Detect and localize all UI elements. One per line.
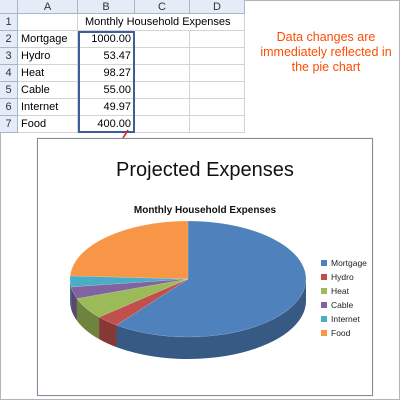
cell-b1[interactable]: Monthly Household Expenses (78, 14, 135, 31)
legend-swatch (321, 302, 327, 308)
column-header-c[interactable]: C (135, 0, 190, 14)
cell-d7[interactable] (190, 116, 245, 133)
chart-panel[interactable]: Projected Expenses Monthly Household Exp… (37, 138, 373, 396)
legend-label: Internet (331, 312, 360, 326)
cell-a3[interactable]: Hydro (18, 48, 78, 65)
legend-label: Hydro (331, 270, 354, 284)
row-header-2[interactable]: 2 (0, 31, 18, 48)
annotation-note: Data changes are immediately reflected i… (256, 30, 396, 75)
legend-item-hydro: Hydro (321, 270, 367, 284)
cell-a2[interactable]: Mortgage (18, 31, 78, 48)
legend-swatch (321, 288, 327, 294)
cell-b5[interactable]: 55.00 (78, 82, 135, 99)
cell-a4[interactable]: Heat (18, 65, 78, 82)
select-all-corner[interactable] (0, 0, 18, 14)
cell-d6[interactable] (190, 99, 245, 116)
cell-a7[interactable]: Food (18, 116, 78, 133)
row-header-5[interactable]: 5 (0, 82, 18, 99)
cell-d3[interactable] (190, 48, 245, 65)
cell-d4[interactable] (190, 65, 245, 82)
cell-c2[interactable] (135, 31, 190, 48)
row-header-4[interactable]: 4 (0, 65, 18, 82)
legend-item-mortgage: Mortgage (321, 256, 367, 270)
legend-item-cable: Cable (321, 298, 367, 312)
legend-swatch (321, 330, 327, 336)
column-header-d[interactable]: D (190, 0, 245, 14)
cell-c3[interactable] (135, 48, 190, 65)
cell-b7[interactable]: 400.00 (78, 116, 135, 133)
legend-swatch (321, 260, 327, 266)
legend-swatch (321, 274, 327, 280)
cell-c7[interactable] (135, 116, 190, 133)
cell-b6[interactable]: 49.97 (78, 99, 135, 116)
cell-b2[interactable]: 1000.00 (78, 31, 135, 48)
cell-b4[interactable]: 98.27 (78, 65, 135, 82)
column-header-b[interactable]: B (78, 0, 135, 14)
cell-d2[interactable] (190, 31, 245, 48)
row-header-7[interactable]: 7 (0, 116, 18, 133)
legend-label: Food (331, 326, 350, 340)
legend-label: Mortgage (331, 256, 367, 270)
row-header-1[interactable]: 1 (0, 14, 18, 31)
legend-label: Cable (331, 298, 353, 312)
cell-a6[interactable]: Internet (18, 99, 78, 116)
cell-b3[interactable]: 53.47 (78, 48, 135, 65)
column-header-a[interactable]: A (18, 0, 78, 14)
cell-c5[interactable] (135, 82, 190, 99)
chart-legend: Mortgage Hydro Heat Cable Internet Food (321, 256, 367, 340)
legend-item-heat: Heat (321, 284, 367, 298)
pie-slice-food[interactable] (70, 221, 188, 279)
cell-c6[interactable] (135, 99, 190, 116)
cell-a1[interactable] (18, 14, 78, 31)
legend-label: Heat (331, 284, 349, 298)
cell-d5[interactable] (190, 82, 245, 99)
legend-item-food: Food (321, 326, 367, 340)
legend-swatch (321, 316, 327, 322)
cell-c4[interactable] (135, 65, 190, 82)
cell-a5[interactable]: Cable (18, 82, 78, 99)
legend-item-internet: Internet (321, 312, 367, 326)
row-header-3[interactable]: 3 (0, 48, 18, 65)
row-header-6[interactable]: 6 (0, 99, 18, 116)
